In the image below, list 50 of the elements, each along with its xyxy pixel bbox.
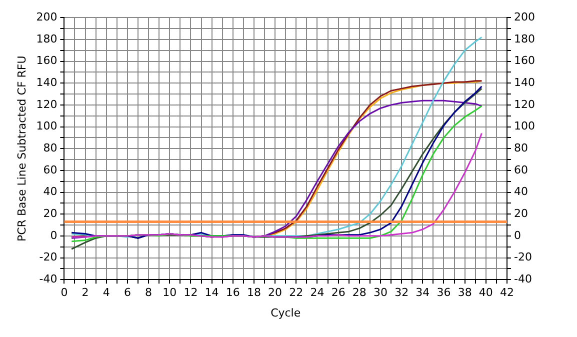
x-tick-label: 38 xyxy=(458,286,472,300)
x-tick-label: 20 xyxy=(268,286,282,300)
y-tick-label: 60 xyxy=(43,163,58,176)
y2-tick-label: 80 xyxy=(514,141,528,154)
x-axis-title: Cycle xyxy=(270,306,301,320)
x-tick-label: 18 xyxy=(246,286,261,300)
y2-tick-label: 160 xyxy=(514,54,536,68)
y2-tick-label: 40 xyxy=(514,185,528,198)
y2-tick-label: -40 xyxy=(514,272,532,286)
x-tick-label: 8 xyxy=(145,286,152,300)
y-tick-label: 40 xyxy=(43,185,58,198)
y2-tick-label: -20 xyxy=(514,250,532,264)
x-tick-label: 16 xyxy=(226,286,240,300)
x-tick-label: 30 xyxy=(373,286,388,300)
y-tick-label: 200 xyxy=(36,10,58,24)
x-tick-label: 22 xyxy=(289,286,304,300)
y-tick-label: 20 xyxy=(43,206,58,220)
y2-tick-label: 20 xyxy=(514,206,528,220)
y2-tick-label: 180 xyxy=(514,32,536,46)
y2-tick-label: 140 xyxy=(514,76,536,89)
x-tick-label: 0 xyxy=(60,286,68,300)
y-axis-title: PCR Base Line Subtracted CF RFU xyxy=(15,56,28,242)
x-tick-label: 26 xyxy=(331,286,346,300)
x-tick-label: 36 xyxy=(436,286,451,300)
x-tick-label: 34 xyxy=(416,286,430,300)
y-tick-label: 100 xyxy=(36,120,58,133)
y-tick-label: -20 xyxy=(39,250,58,264)
y2-tick-label: 60 xyxy=(514,163,528,176)
y-tick-label: 120 xyxy=(36,98,58,111)
y2-tick-label: 120 xyxy=(514,98,536,111)
y-tick-label: 0 xyxy=(50,228,58,242)
y-tick-label: 180 xyxy=(36,32,58,46)
y-tick-label: -40 xyxy=(39,272,58,286)
x-tick-label: 2 xyxy=(82,286,89,300)
x-tick-label: 12 xyxy=(184,286,198,300)
x-tick-label: 42 xyxy=(500,286,514,300)
x-tick-label: 28 xyxy=(352,286,366,300)
y-tick-label: 140 xyxy=(36,76,58,89)
y-tick-label: 80 xyxy=(43,141,58,154)
x-tick-label: 40 xyxy=(478,286,493,300)
x-tick-label: 6 xyxy=(124,286,131,300)
x-tick-label: 14 xyxy=(204,286,219,300)
y2-tick-label: 100 xyxy=(514,120,536,133)
y-tick-label: 160 xyxy=(36,54,58,68)
x-tick-label: 24 xyxy=(310,286,324,300)
y2-tick-label: 200 xyxy=(514,10,536,24)
x-tick-label: 10 xyxy=(162,286,177,300)
x-tick-label: 4 xyxy=(102,286,110,300)
x-tick-label: 32 xyxy=(394,286,409,300)
y2-tick-label: 0 xyxy=(514,228,522,242)
